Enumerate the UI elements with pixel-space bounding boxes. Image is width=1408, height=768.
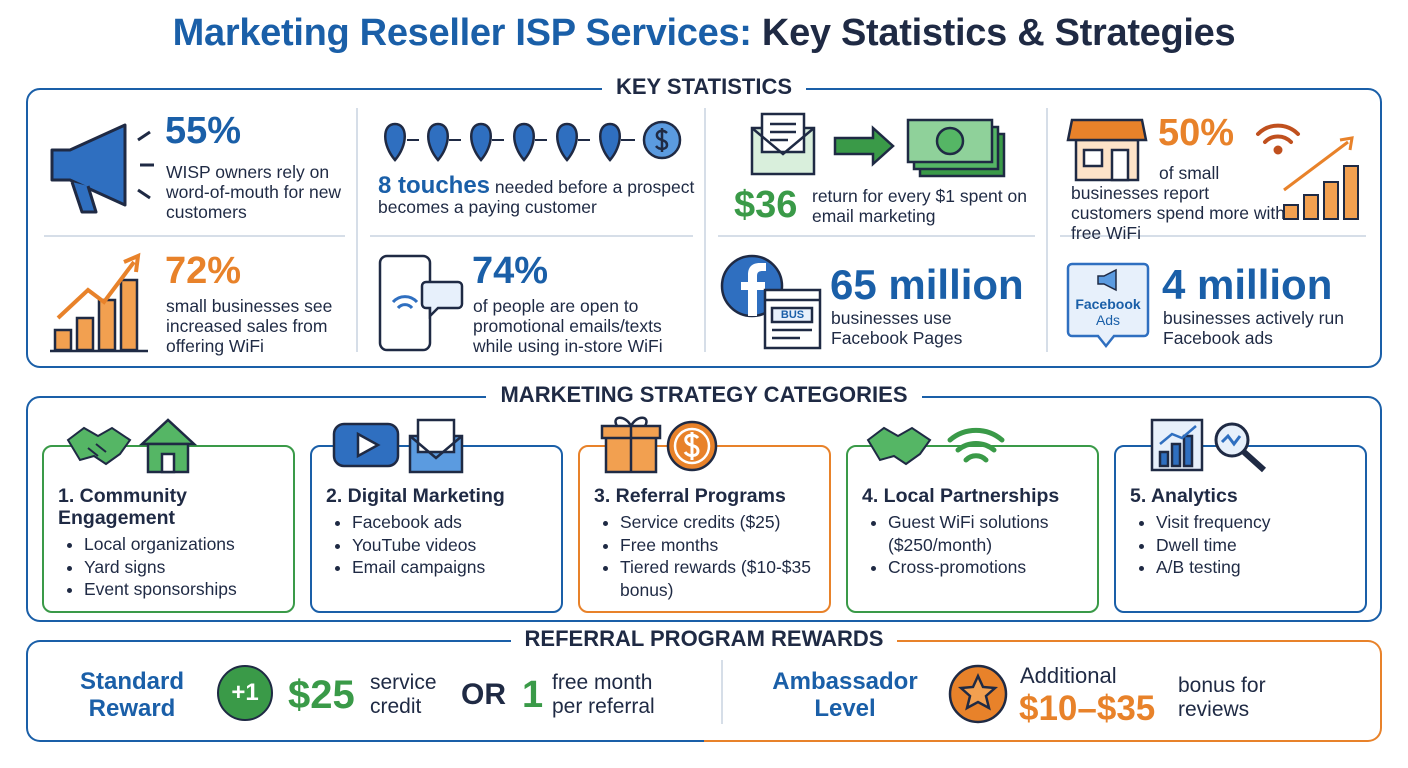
strategy-bullets: Visit frequencyDwell timeA/B testing <box>1116 511 1365 579</box>
stat-value: 8 touches <box>378 172 491 199</box>
strategy-bullet: Event sponsorships <box>84 578 293 601</box>
stats-heading-wrap: KEY STATISTICS <box>0 74 1408 100</box>
stat-text: of small businesses report customers spe… <box>1071 163 1285 243</box>
strategies-heading-wrap: MARKETING STRATEGY CATEGORIES <box>0 382 1408 408</box>
strategy-bullet: Cross-promotions <box>888 556 1097 579</box>
strategy-bullets: Service credits ($25)Free monthsTiered r… <box>580 511 829 601</box>
ambassador-amount: $10–$35 <box>1019 689 1156 728</box>
stat-line: 8 touches needed before a prospect becom… <box>378 174 708 218</box>
strategy-bullet: Guest WiFi solutions ($250/month) <box>888 511 1097 556</box>
stat-value: $36 <box>734 184 798 226</box>
ambassador-lead: Additional <box>1020 663 1117 688</box>
strategy-bullet: Yard signs <box>84 556 293 579</box>
strategy-bullet: A/B testing <box>1156 556 1365 579</box>
stat-text: businesses actively run Facebook ads <box>1163 308 1344 348</box>
stat-text: businesses use Facebook Pages <box>831 308 963 348</box>
strategy-bullet: Email campaigns <box>352 556 561 579</box>
connector: OR <box>461 678 506 711</box>
strategies-heading: MARKETING STRATEGY CATEGORIES <box>486 382 922 407</box>
page-title: Marketing Reseller ISP Services: Key Sta… <box>0 12 1408 55</box>
stat-value: 65 million <box>830 261 1024 308</box>
stat-text: small businesses see increased sales fro… <box>166 296 333 356</box>
strategy-bullets: Guest WiFi solutions ($250/month)Cross-p… <box>848 511 1097 579</box>
ambassador-note: bonus for reviews <box>1178 674 1266 721</box>
strategy-card: 5. Analytics Visit frequencyDwell timeA/B… <box>1114 445 1367 613</box>
strategy-bullet: Tiered rewards ($10-$35 bonus) <box>620 556 829 601</box>
rewards-box-left <box>26 640 716 742</box>
strategy-bullet: Visit frequency <box>1156 511 1365 534</box>
title-lead: Marketing Reseller ISP Services: <box>172 12 752 54</box>
strategy-title: 1. Community Engagement <box>58 485 187 529</box>
stat-text: return for every $1 spent on email marke… <box>812 186 1027 226</box>
strategy-bullet: YouTube videos <box>352 534 561 557</box>
standard-badge: +1 <box>217 665 273 721</box>
strategy-card: 4. Local Partnerships Guest WiFi solution… <box>846 445 1099 613</box>
strategy-bullets: Local organizationsYard signsEvent spons… <box>44 533 293 601</box>
strategy-title: 5. Analytics <box>1130 485 1238 507</box>
stat-value: 50% <box>1158 112 1235 154</box>
rewards-box-right <box>704 640 1382 742</box>
strategy-bullet: Dwell time <box>1156 534 1365 557</box>
stat-text: of people are open to promotional emails… <box>473 296 663 356</box>
stat-value: 55% <box>165 110 242 152</box>
rewards-heading-wrap: REFERRAL PROGRAM REWARDS <box>0 626 1408 652</box>
bus-label: BUS <box>780 309 805 321</box>
strategy-bullet: Local organizations <box>84 533 293 556</box>
fb-ads-label: Facebook Ads <box>1068 296 1148 328</box>
strategy-title: 4. Local Partnerships <box>862 485 1060 507</box>
strategy-bullet: Service credits ($25) <box>620 511 829 534</box>
strategy-card: 1. Community EngagementLocal organizatio… <box>42 445 295 613</box>
fb-label: Facebook <box>1075 296 1141 312</box>
strategy-card: 2. Digital Marketing Facebook adsYouTube … <box>310 445 563 613</box>
rewards-heading: REFERRAL PROGRAM REWARDS <box>510 626 898 651</box>
stat-value: 4 million <box>1162 261 1333 308</box>
alternative-note: free month per referral <box>552 671 655 718</box>
standard-amount: $25 <box>288 673 355 717</box>
stats-heading: KEY STATISTICS <box>601 74 807 99</box>
strategy-card: 3. Referral Programs Service credits ($25… <box>578 445 831 613</box>
strategy-bullets: Facebook adsYouTube videosEmail campaign… <box>312 511 561 579</box>
alternative: 1 <box>522 674 544 716</box>
ads-label: Ads <box>1095 312 1121 328</box>
ambassador-label: Ambassador Level <box>772 668 918 722</box>
strategy-title: 3. Referral Programs <box>594 485 786 507</box>
title-rest: Key Statistics & Strategies <box>761 12 1236 54</box>
stat-value: 72% <box>165 250 242 292</box>
strategy-bullet: Facebook ads <box>352 511 561 534</box>
stat-value: 74% <box>472 250 549 292</box>
stat-text: WISP owners rely on word-of-mouth for ne… <box>166 162 342 222</box>
standard-label: Standard Reward <box>79 668 184 722</box>
strategy-title: 2. Digital Marketing <box>326 485 505 507</box>
strategy-bullet: Free months <box>620 534 829 557</box>
standard-amount-note: service credit <box>370 671 437 718</box>
stat-text: needed before a prospect becomes a payin… <box>378 177 695 217</box>
